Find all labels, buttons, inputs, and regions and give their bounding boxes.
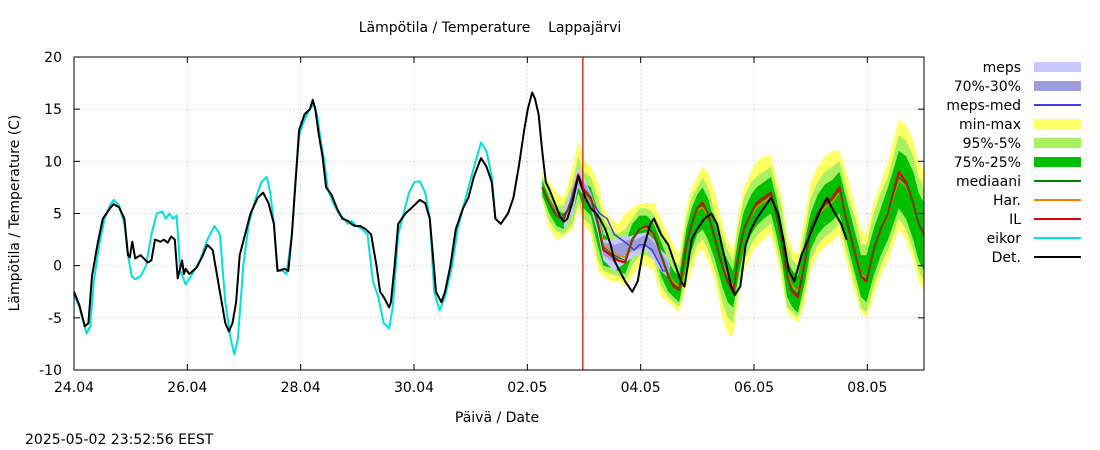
legend-label: min-max [959,117,1021,133]
x-axis-label: Päivä / Date [455,410,539,426]
y-tick-label: 10 [44,154,62,170]
legend-swatch [1034,62,1081,72]
x-tick-label: 08.05 [847,380,887,396]
x-tick-label: 02.05 [507,380,547,396]
x-tick-label: 26.04 [167,380,207,396]
legend-label: IL [1009,212,1021,228]
x-tick-label: 30.04 [394,380,434,396]
legend-swatch [1034,81,1081,91]
legend-label: eikor [987,231,1022,247]
x-tick-label: 24.04 [54,380,94,396]
timestamp: 2025-05-02 23:52:56 EEST [25,432,214,448]
legend-label: Har. [993,193,1021,209]
legend: meps 70%-30% meps-med min-max 95%-5% 75%-25% m… [946,60,1081,266]
legend-label: meps-med [946,98,1021,114]
legend-label: mediaani [956,174,1021,190]
y-tick-label: -10 [39,363,62,379]
y-tick-labels: -10 -5 0 5 10 15 20 [39,50,62,379]
y-tick-label: 5 [53,207,62,223]
plot-area [73,56,925,371]
p75-25-band [542,150,924,313]
det-line [73,91,848,333]
plot-background [74,57,924,370]
legend-label: meps [983,60,1021,76]
mediaani-line [541,176,925,296]
legend-label: 70%-30% [954,79,1021,95]
x-tick-label: 28.04 [281,380,321,396]
legend-label: 75%-25% [954,155,1021,171]
legend-label: 95%-5% [963,136,1021,152]
legend-swatch [1034,138,1081,148]
axis-ticks [73,56,924,371]
y-tick-label: 0 [53,259,62,275]
chart-title: Lämpötila / Temperature Lappajärvi [359,20,622,36]
legend-swatch [1034,119,1081,129]
series-lines [73,91,925,356]
x-tick-label: 04.05 [621,380,661,396]
x-tick-label: 06.05 [734,380,774,396]
x-tick-labels: 24.04 26.04 28.04 30.04 02.05 04.05 06.05 08.05 [54,380,887,396]
y-axis-label: Lämpötila / Temperature (C) [7,115,23,312]
eikor-line [73,102,497,356]
legend-label: Det. [992,250,1021,266]
legend-swatch [1034,157,1081,167]
y-tick-label: -5 [48,311,62,327]
y-tick-label: 15 [44,102,62,118]
y-tick-label: 20 [44,50,62,66]
